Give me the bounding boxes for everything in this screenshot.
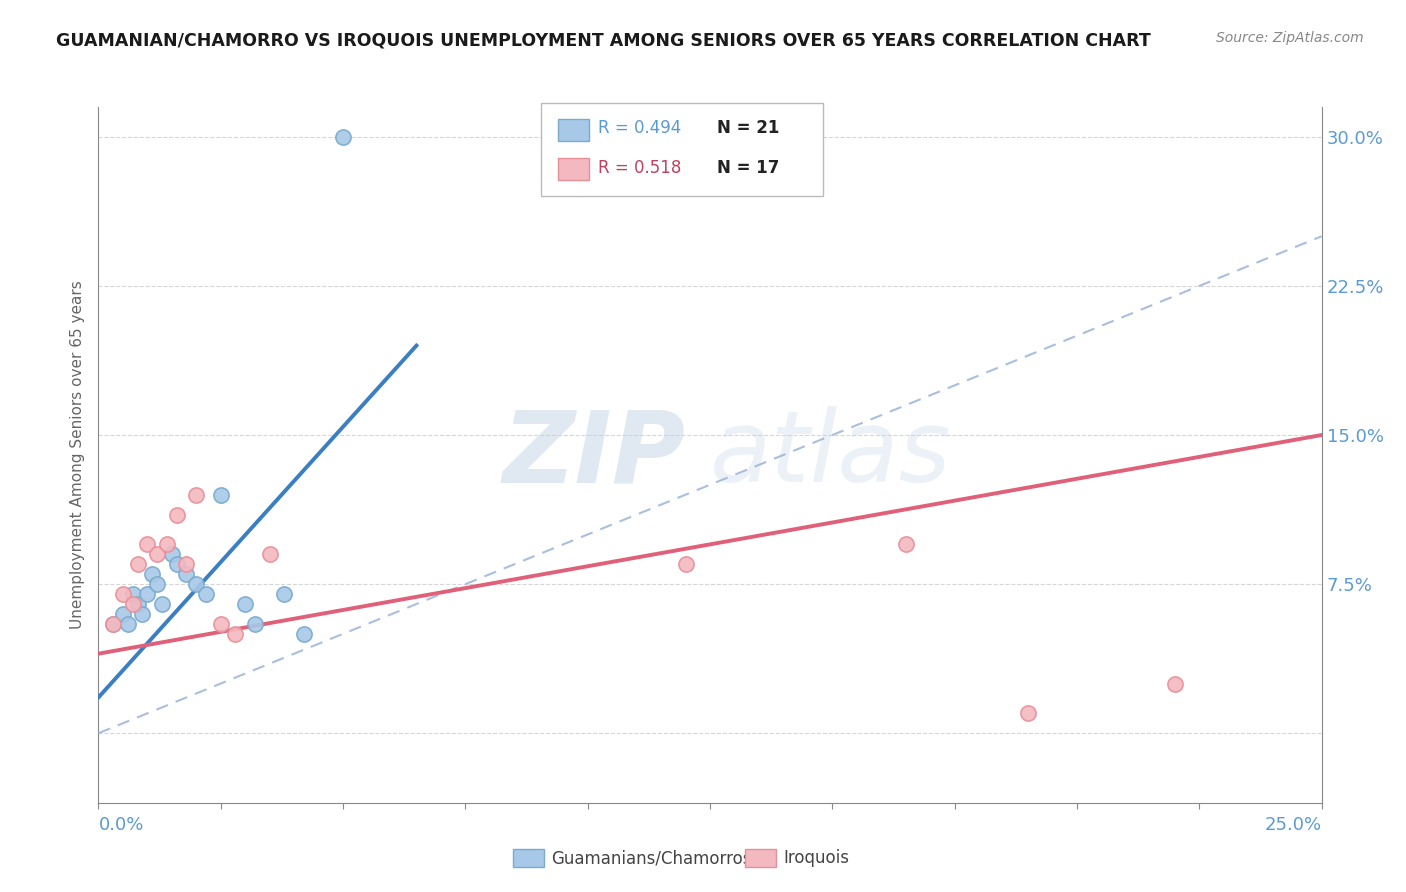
Point <box>259 547 281 561</box>
Text: R = 0.494: R = 0.494 <box>598 120 681 137</box>
Point <box>195 587 218 601</box>
Point <box>1164 676 1187 690</box>
Point <box>101 616 124 631</box>
Point <box>273 587 295 601</box>
Text: 0.0%: 0.0% <box>98 816 143 834</box>
Point <box>150 597 173 611</box>
Point <box>166 558 188 572</box>
Point <box>1017 706 1039 721</box>
Text: N = 21: N = 21 <box>717 120 779 137</box>
Point <box>233 597 256 611</box>
Point <box>127 558 149 572</box>
Point <box>136 587 159 601</box>
Point <box>675 558 697 572</box>
Point <box>224 627 246 641</box>
Text: atlas: atlas <box>710 407 952 503</box>
Point <box>141 567 163 582</box>
Point <box>209 616 232 631</box>
Point <box>166 508 188 522</box>
Text: ZIP: ZIP <box>502 407 686 503</box>
Text: GUAMANIAN/CHAMORRO VS IROQUOIS UNEMPLOYMENT AMONG SENIORS OVER 65 YEARS CORRELAT: GUAMANIAN/CHAMORRO VS IROQUOIS UNEMPLOYM… <box>56 31 1152 49</box>
Text: Iroquois: Iroquois <box>783 849 849 867</box>
Point <box>136 537 159 551</box>
Y-axis label: Unemployment Among Seniors over 65 years: Unemployment Among Seniors over 65 years <box>70 281 86 629</box>
Point <box>894 537 917 551</box>
Point <box>186 488 208 502</box>
Point <box>117 616 139 631</box>
Point <box>111 607 134 621</box>
Point <box>131 607 153 621</box>
Point <box>121 587 143 601</box>
Point <box>156 537 179 551</box>
Point <box>209 488 232 502</box>
Point <box>111 587 134 601</box>
Point <box>146 547 169 561</box>
Point <box>101 616 124 631</box>
Point <box>243 616 266 631</box>
Point <box>121 597 143 611</box>
Point <box>127 597 149 611</box>
Point <box>160 547 183 561</box>
Text: Source: ZipAtlas.com: Source: ZipAtlas.com <box>1216 31 1364 45</box>
Point <box>146 577 169 591</box>
Point <box>292 627 315 641</box>
Point <box>176 558 198 572</box>
Point <box>176 567 198 582</box>
Point <box>332 129 354 144</box>
Point <box>186 577 208 591</box>
Text: R = 0.518: R = 0.518 <box>598 159 681 177</box>
Text: 25.0%: 25.0% <box>1264 816 1322 834</box>
Text: N = 17: N = 17 <box>717 159 779 177</box>
Text: Guamanians/Chamorros: Guamanians/Chamorros <box>551 849 752 867</box>
